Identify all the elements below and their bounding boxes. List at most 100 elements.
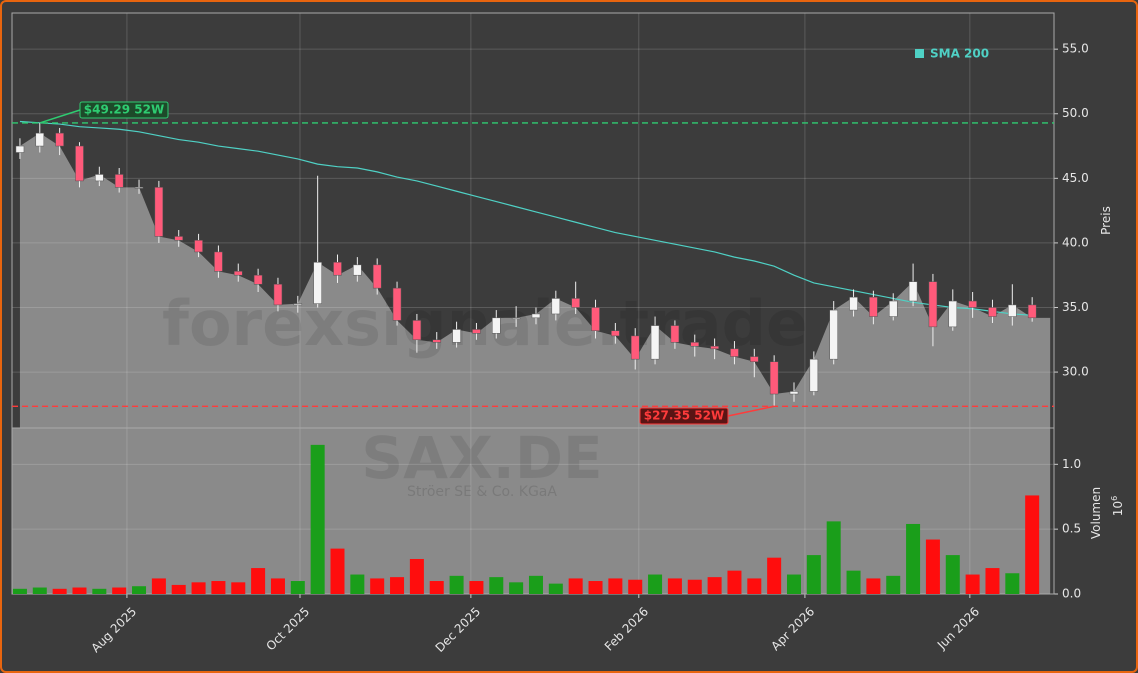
candle-body xyxy=(1027,304,1037,319)
offset-base: 10 xyxy=(1111,501,1125,516)
candle-body xyxy=(432,339,441,343)
volume-bar xyxy=(985,568,1000,594)
volume-bar xyxy=(925,539,940,594)
candle-body xyxy=(611,330,620,337)
volume-bar xyxy=(72,587,87,594)
x-tick-label: Jun 2026 xyxy=(934,604,982,652)
volume-bar xyxy=(945,555,960,594)
x-tick-label: Feb 2026 xyxy=(602,604,651,653)
candle-body xyxy=(650,325,660,360)
candle-body xyxy=(531,313,541,319)
x-tick-label: Dec 2025 xyxy=(433,604,484,655)
candle-body xyxy=(273,283,283,306)
candle-body xyxy=(253,274,263,285)
y-axis-label: Volumen xyxy=(1089,487,1103,539)
candle-body xyxy=(730,348,739,357)
candle-body xyxy=(571,298,580,308)
volume-bar xyxy=(370,578,385,594)
x-tick-label: Oct 2025 xyxy=(263,604,312,653)
candle-body xyxy=(769,361,779,395)
candle-body xyxy=(809,358,819,392)
candle-body xyxy=(55,132,64,147)
volume-bar xyxy=(171,584,186,594)
volume-bar xyxy=(866,578,881,594)
volume-bar xyxy=(409,558,424,594)
volume-bar xyxy=(767,557,782,594)
volume-bar xyxy=(191,582,206,594)
volume-bar xyxy=(390,577,405,594)
annotation-label: $49.29 52W xyxy=(84,103,164,117)
candle-body xyxy=(35,132,45,147)
volume-bar xyxy=(151,578,166,594)
watermark-symbol: SAX.DE xyxy=(361,424,602,492)
y-tick-label: 0.5 xyxy=(1062,522,1081,536)
candle-body xyxy=(154,187,164,237)
y-tick-label: 45.0 xyxy=(1062,171,1089,185)
candle-body xyxy=(353,264,362,276)
volume-bar xyxy=(588,581,603,594)
candle-body xyxy=(690,342,700,347)
candle-body xyxy=(869,296,878,317)
candle-body xyxy=(194,240,203,253)
volume-bar xyxy=(568,578,583,594)
annotation-box xyxy=(639,407,729,425)
y-tick-label: 1.0 xyxy=(1062,457,1081,471)
candle-body xyxy=(511,317,521,320)
candle-body xyxy=(829,309,838,360)
volume-bar xyxy=(786,574,801,594)
volume-bar xyxy=(687,579,702,594)
candle-body xyxy=(95,174,104,182)
volume-bar xyxy=(965,574,980,594)
candle-body xyxy=(134,187,144,189)
x-tick-label: Apr 2026 xyxy=(768,604,817,653)
volume-bar xyxy=(449,575,464,594)
candle-body xyxy=(849,296,858,311)
candle-body xyxy=(472,329,481,334)
candle-body xyxy=(591,307,600,331)
volume-bar xyxy=(727,570,742,594)
candle-body xyxy=(789,391,799,395)
annotation-box xyxy=(79,101,169,119)
candle-body xyxy=(174,236,183,241)
candle-body xyxy=(214,251,223,272)
volume-bar xyxy=(211,581,226,594)
volume-bar xyxy=(330,548,345,594)
y-tick-label: 0.0 xyxy=(1062,587,1081,601)
y-tick-label: 50.0 xyxy=(1062,106,1089,120)
volume-bar xyxy=(310,444,325,594)
volume-bar xyxy=(846,570,861,594)
candle-body xyxy=(948,300,958,328)
annotation-arrow xyxy=(727,405,775,417)
volume-bar xyxy=(806,555,821,594)
candle-body xyxy=(908,281,918,302)
volume-bar xyxy=(608,578,623,594)
candle-body xyxy=(750,356,759,362)
candle-body xyxy=(670,325,680,343)
volume-bar xyxy=(489,577,504,594)
offset-exponent: 6 xyxy=(1110,496,1119,501)
volume-bar xyxy=(826,521,841,594)
volume-bar xyxy=(1025,495,1040,594)
legend-swatch xyxy=(915,49,924,58)
candle-body xyxy=(968,300,977,308)
candle-body xyxy=(75,145,84,182)
y-tick-label: 35.0 xyxy=(1062,300,1089,314)
candle-body xyxy=(888,300,898,317)
volume-bar xyxy=(707,577,722,594)
legend-label: SMA 200 xyxy=(930,47,989,61)
candle-body xyxy=(412,320,422,341)
candle-body xyxy=(333,262,342,276)
volume-bar xyxy=(92,588,107,594)
volume-bar xyxy=(628,579,643,594)
volume-background xyxy=(12,428,1051,594)
candle-body xyxy=(293,303,303,306)
y-tick-label: 40.0 xyxy=(1062,235,1089,249)
candle-body xyxy=(313,262,322,304)
volume-bar xyxy=(132,586,147,594)
watermark-company: Ströer SE & Co. KGaA xyxy=(407,484,557,500)
volume-bar xyxy=(112,587,127,594)
volume-bar xyxy=(886,575,901,594)
volume-bar xyxy=(667,578,682,594)
